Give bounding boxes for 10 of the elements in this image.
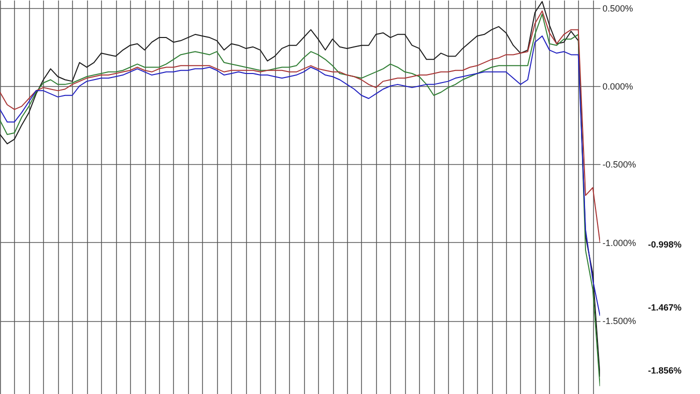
y-tick-label: -0.500% xyxy=(602,160,636,170)
text: -1.467% xyxy=(648,302,682,312)
text: -0.998% xyxy=(648,239,682,250)
text: -1.856% xyxy=(648,365,682,376)
line-series xyxy=(0,10,600,243)
y-tick-label: 0.000% xyxy=(602,81,634,92)
y-tick-label: -1.000% xyxy=(602,238,636,248)
y-tick-label: 0.500% xyxy=(602,3,634,14)
line-series xyxy=(0,35,600,316)
y-tick-label: -1.500% xyxy=(602,316,636,326)
